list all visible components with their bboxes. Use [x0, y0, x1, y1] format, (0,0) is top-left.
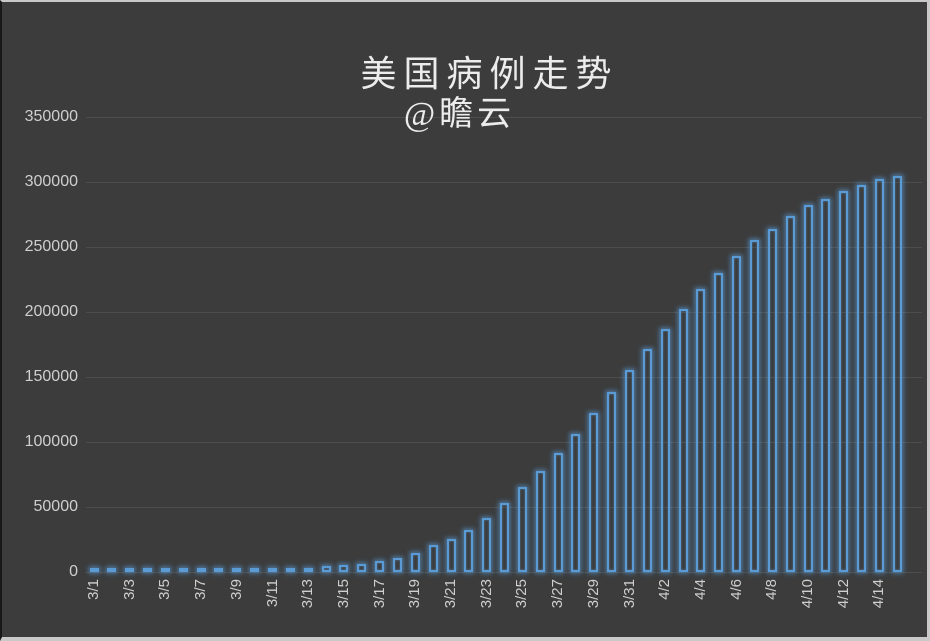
- bar-3/30: [607, 391, 617, 572]
- bar-3/28: [571, 434, 581, 572]
- bar-4/4: [696, 289, 706, 572]
- bar-4/1: [642, 349, 652, 572]
- bar-3/8: [214, 568, 224, 572]
- bar-3/19: [410, 553, 420, 572]
- x-axis-label: 3/1: [85, 579, 102, 600]
- bar-3/7: [196, 568, 206, 572]
- bar-3/27: [553, 453, 563, 572]
- y-axis-label: 200000: [24, 303, 78, 320]
- x-axis-label: 3/27: [549, 579, 567, 609]
- bar-3/10: [250, 568, 260, 572]
- bar-4/8: [767, 228, 777, 572]
- bar-4/14: [874, 179, 884, 572]
- bar-4/6: [732, 256, 742, 572]
- x-axis-label: 4/6: [727, 579, 745, 600]
- x-axis-label: 3/11: [263, 579, 281, 608]
- bar-3/23: [482, 518, 492, 572]
- bar-3/31: [625, 369, 634, 572]
- bar-3/21: [446, 538, 456, 572]
- x-axis-label: 4/14: [870, 579, 888, 609]
- bar-3/22: [464, 530, 474, 572]
- x-axis-label: 4/10: [799, 579, 816, 609]
- plot-area: [86, 117, 922, 573]
- bar-3/18: [392, 557, 402, 572]
- bar-3/2: [107, 568, 117, 572]
- x-axis-label: 3/3: [120, 579, 138, 600]
- bar-4/12: [839, 191, 849, 572]
- bar-3/14: [321, 566, 331, 572]
- gridline: [86, 572, 922, 573]
- bar-4/13: [857, 185, 867, 572]
- bar-3/3: [125, 568, 135, 572]
- bar-3/1: [89, 568, 99, 572]
- x-axis-label: 3/29: [584, 579, 602, 609]
- bar-3/29: [589, 413, 599, 572]
- y-axis-label: 350000: [24, 108, 78, 125]
- bar-3/6: [178, 568, 188, 572]
- x-axis-label: 3/5: [156, 579, 174, 600]
- gridline: [86, 507, 922, 508]
- bar-3/11: [268, 568, 277, 572]
- x-axis-label: 4/8: [763, 579, 781, 600]
- bar-4/5: [714, 273, 724, 572]
- bar-3/17: [375, 561, 385, 572]
- x-axis-label: 3/31: [620, 579, 638, 609]
- bar-4/10: [803, 205, 813, 572]
- bar-4/7: [749, 239, 759, 572]
- x-axis-label: 4/4: [691, 579, 709, 600]
- y-axis-label: 250000: [24, 238, 78, 255]
- x-axis-label: 3/13: [299, 579, 317, 609]
- y-axis-label: 50000: [33, 498, 79, 515]
- x-axis-label: 3/9: [227, 579, 245, 600]
- bar-4/15: [892, 175, 902, 572]
- bar-3/20: [428, 544, 438, 572]
- y-axis-label: 100000: [24, 433, 78, 450]
- bar-4/2: [660, 328, 670, 572]
- gridline: [86, 117, 922, 118]
- gridline: [86, 312, 922, 313]
- bar-4/9: [785, 216, 795, 572]
- y-axis-label: 0: [69, 563, 78, 580]
- bar-3/26: [535, 471, 545, 572]
- x-axis-label: 3/23: [477, 579, 495, 609]
- x-axis-label: 3/25: [513, 579, 531, 609]
- gridline: [86, 182, 922, 183]
- chart-title: 美国病例走势: [360, 54, 619, 94]
- x-axis-label: 4/12: [834, 579, 852, 609]
- x-axis-label: 3/7: [192, 579, 210, 600]
- bar-3/16: [357, 564, 367, 572]
- gridline: [86, 377, 922, 378]
- x-axis-label: 3/15: [334, 579, 352, 609]
- bar-3/9: [232, 568, 242, 572]
- x-axis-label: 3/19: [406, 579, 424, 609]
- bar-3/13: [303, 567, 313, 572]
- bar-4/3: [678, 309, 688, 572]
- bar-4/11: [821, 198, 831, 572]
- bar-3/5: [160, 568, 170, 572]
- bar-3/4: [143, 568, 153, 572]
- gridline: [86, 247, 922, 248]
- bar-3/12: [285, 568, 295, 572]
- x-axis-label: 3/21: [442, 579, 459, 609]
- x-axis-label: 3/17: [370, 579, 388, 609]
- x-axis-label: 4/2: [656, 579, 674, 600]
- bar-3/24: [500, 503, 510, 572]
- gridline: [86, 442, 922, 443]
- bar-3/15: [339, 565, 349, 572]
- y-axis-label: 150000: [24, 368, 78, 385]
- y-axis-label: 300000: [24, 173, 78, 190]
- bar-3/25: [517, 486, 527, 572]
